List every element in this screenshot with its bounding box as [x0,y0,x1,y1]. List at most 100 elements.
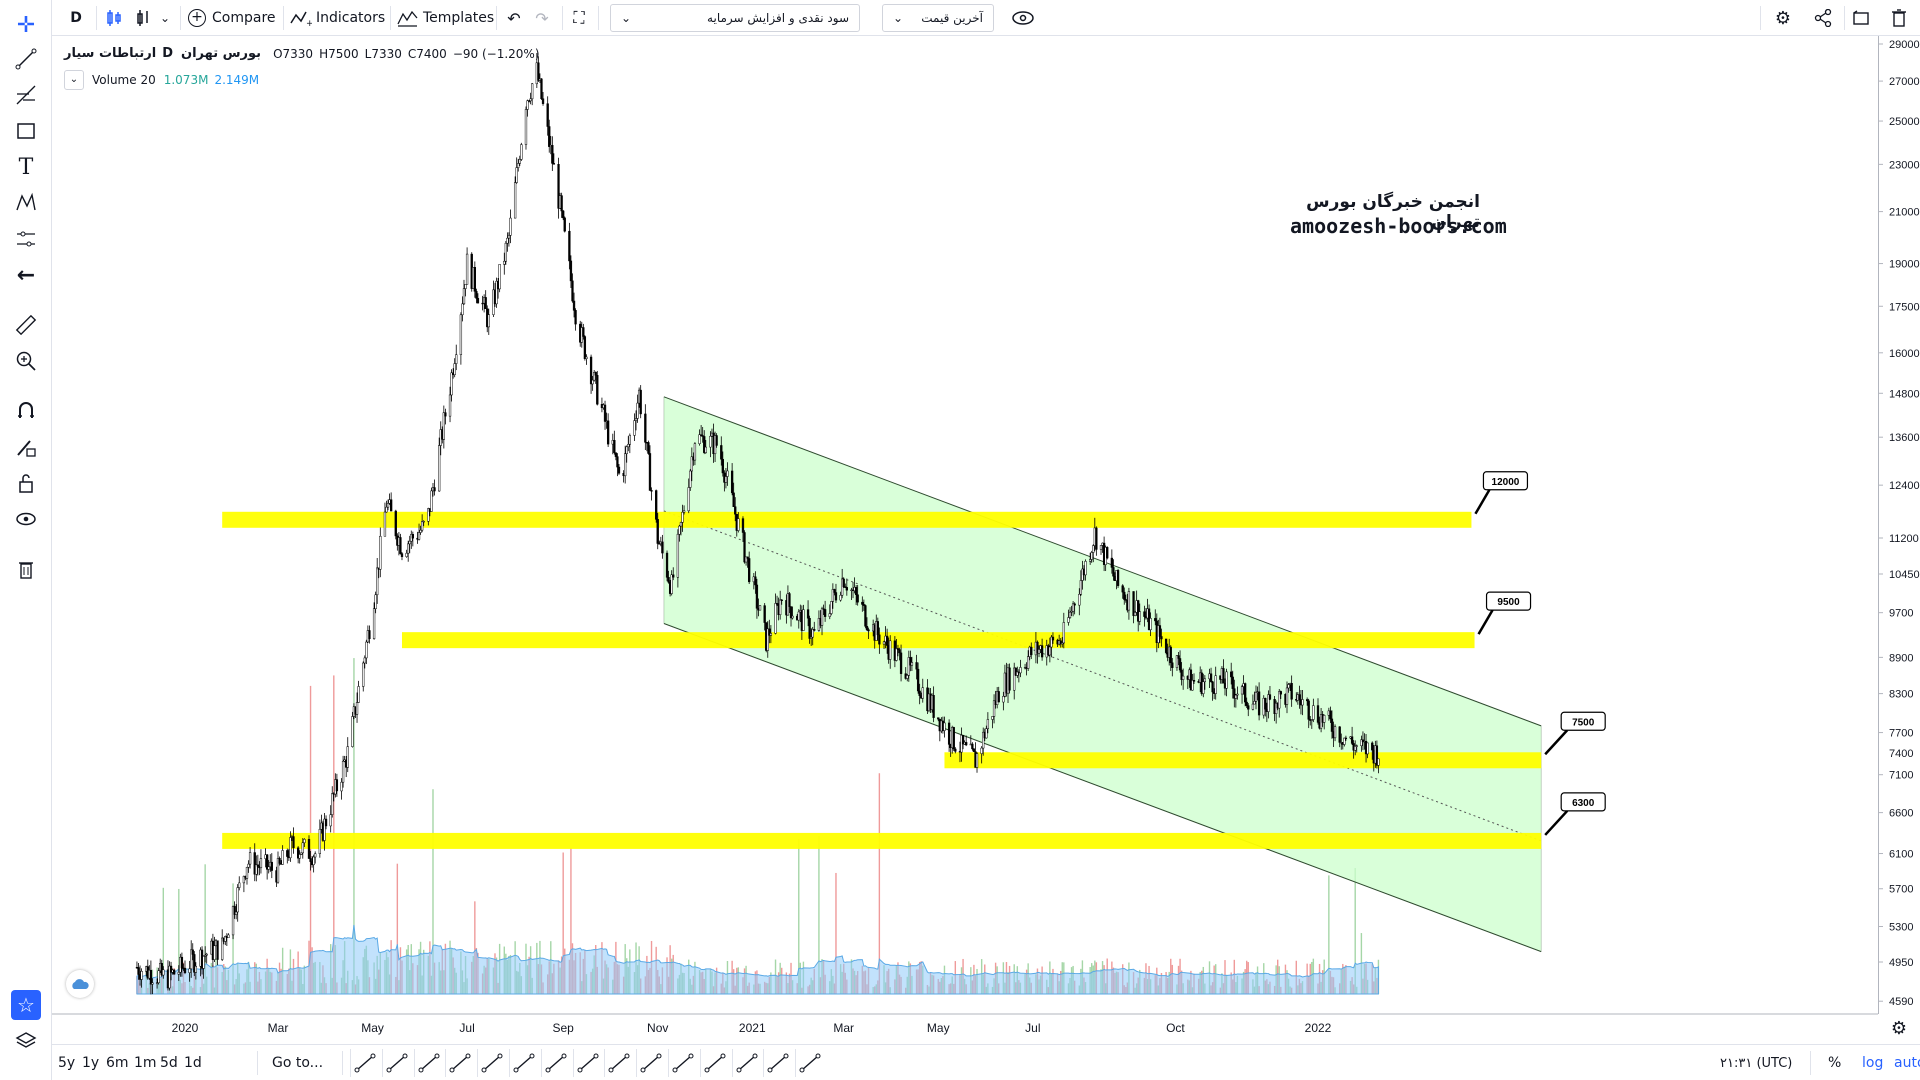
candle [843,577,845,588]
change-value: −90 (−1.20%) [453,47,540,61]
auto-toggle[interactable]: auto [1894,1049,1920,1077]
parallel-channel[interactable] [664,397,1541,952]
arrow-icon[interactable] [732,1049,761,1077]
undo-icon[interactable]: ↶ [504,4,524,32]
candle [460,312,462,364]
range-1y[interactable]: 1y [82,1049,99,1077]
rectangle-icon[interactable] [382,1049,411,1077]
trash-icon[interactable] [8,554,44,584]
percent-toggle[interactable]: % [1828,1049,1841,1077]
svg-text:+: + [306,19,312,27]
x-tick-label: May [361,1021,384,1035]
axis-settings-gear-icon[interactable]: ⚙ [1886,1016,1912,1042]
candle [221,929,223,961]
range-1m[interactable]: 1m [134,1049,157,1077]
candle [648,441,650,455]
magnet-icon[interactable] [8,396,44,426]
trend-angle-icon[interactable] [604,1049,633,1077]
candle [564,216,566,232]
cloud-icon[interactable] [66,970,94,998]
candle [1100,545,1102,555]
redo-icon[interactable]: ↷ [532,4,552,32]
pattern-icon[interactable] [795,1049,824,1077]
time-display[interactable]: ۲۱:۳۱ (UTC) [1720,1049,1792,1077]
fullscreen-icon[interactable]: ⛶ [568,4,590,32]
y-tick-label: 29000 [1889,39,1920,51]
strategy-select[interactable]: ⌄ سود نقدی و افزایش سرمایه [610,4,860,32]
star-favorites-icon[interactable]: ☆ [11,990,41,1020]
prediction-tool-icon[interactable] [8,224,44,254]
range-5d[interactable]: 5d [160,1049,178,1077]
price-source-select[interactable]: ⌄ آخرین قیمت [882,4,994,32]
log-toggle[interactable]: log [1862,1049,1883,1077]
candle [400,534,402,555]
range-6m[interactable]: 6m [106,1049,129,1077]
time-axis[interactable]: 2020 Mar May Jul Sep Nov 2021 Mar May Jul Oct 2022 [52,1014,1878,1035]
layers-icon[interactable] [8,1026,44,1056]
x-tick-label: 2022 [1305,1021,1332,1035]
level-band[interactable] [222,512,1471,528]
volume-legend[interactable]: ⌄ Volume 20 1.073M 2.149M [64,70,259,90]
trash-icon[interactable] [1888,4,1910,32]
level-band[interactable] [402,632,1475,648]
candle [593,370,595,382]
crosshair-icon[interactable]: ✛ [8,10,44,40]
compare-button[interactable]: + Compare [188,4,276,32]
trend-line-icon[interactable] [8,44,44,74]
horizontal-line-icon[interactable] [763,1049,792,1077]
symbol-name[interactable]: ارتباطات سیار [64,46,156,61]
pattern-tool-icon[interactable] [8,188,44,218]
candle [1165,639,1167,654]
templates-button[interactable]: Templates [397,4,494,32]
eye-icon[interactable] [8,504,44,534]
templates-icon [397,9,419,27]
candle [431,488,433,512]
range-5y[interactable]: 5y [58,1049,75,1077]
fib-tool-icon[interactable] [8,80,44,110]
x-tick-label: Nov [647,1021,668,1035]
text-icon[interactable] [477,1049,506,1077]
channel-mid-line[interactable] [664,511,1541,841]
price-axis[interactable]: 3500032000290002700025000230002100019000… [1878,36,1920,1014]
text-tool-icon[interactable]: T [8,152,44,182]
indicators-button[interactable]: + Indicators [290,4,385,32]
level-band[interactable] [222,833,1541,849]
candle [395,510,397,540]
strategy-select-value: سود نقدی و افزایش سرمایه [707,11,849,25]
eye-icon[interactable] [1010,4,1036,32]
horizontal-ray-icon[interactable] [541,1049,570,1077]
zoom-in-icon[interactable] [8,346,44,376]
symbol-legend[interactable]: ارتباطات سیار D بورس تهران O 7330 H 7500 L… [64,46,540,61]
price-range-icon[interactable] [700,1049,729,1077]
horizontal-lines-icon[interactable] [350,1049,379,1077]
candle [1117,569,1119,588]
settings-gear-icon[interactable]: ⚙ [1772,4,1794,32]
pencil-lock-icon[interactable] [8,432,44,462]
back-arrow-icon[interactable]: ← [8,260,44,290]
chart-type-icon[interactable] [104,4,124,32]
open-value: 7330 [283,47,314,61]
bar-style-icon[interactable] [134,4,152,32]
rectangle-tool-icon[interactable] [8,116,44,146]
candle [976,752,978,773]
callout-icon[interactable] [509,1049,538,1077]
collapse-legend-icon[interactable]: ⌄ [64,70,84,90]
line-icon[interactable] [445,1049,474,1077]
chevron-down-icon[interactable]: ⌄ [158,4,172,32]
candle [260,849,262,873]
candle [379,527,381,577]
interval-button[interactable]: D [66,4,86,32]
snapshot-icon[interactable] [1850,4,1872,32]
range-1d[interactable]: 1d [184,1049,202,1077]
cross-line-icon[interactable] [573,1049,602,1077]
triangle-icon[interactable] [636,1049,665,1077]
level-band[interactable] [944,752,1541,768]
fib-retracement-icon[interactable] [668,1049,697,1077]
share-icon[interactable] [1812,4,1834,32]
goto-button[interactable]: Go to... [272,1049,323,1077]
lock-icon[interactable] [8,468,44,498]
candle [865,604,867,628]
curve-icon[interactable] [414,1049,443,1077]
ruler-icon[interactable] [8,310,44,340]
